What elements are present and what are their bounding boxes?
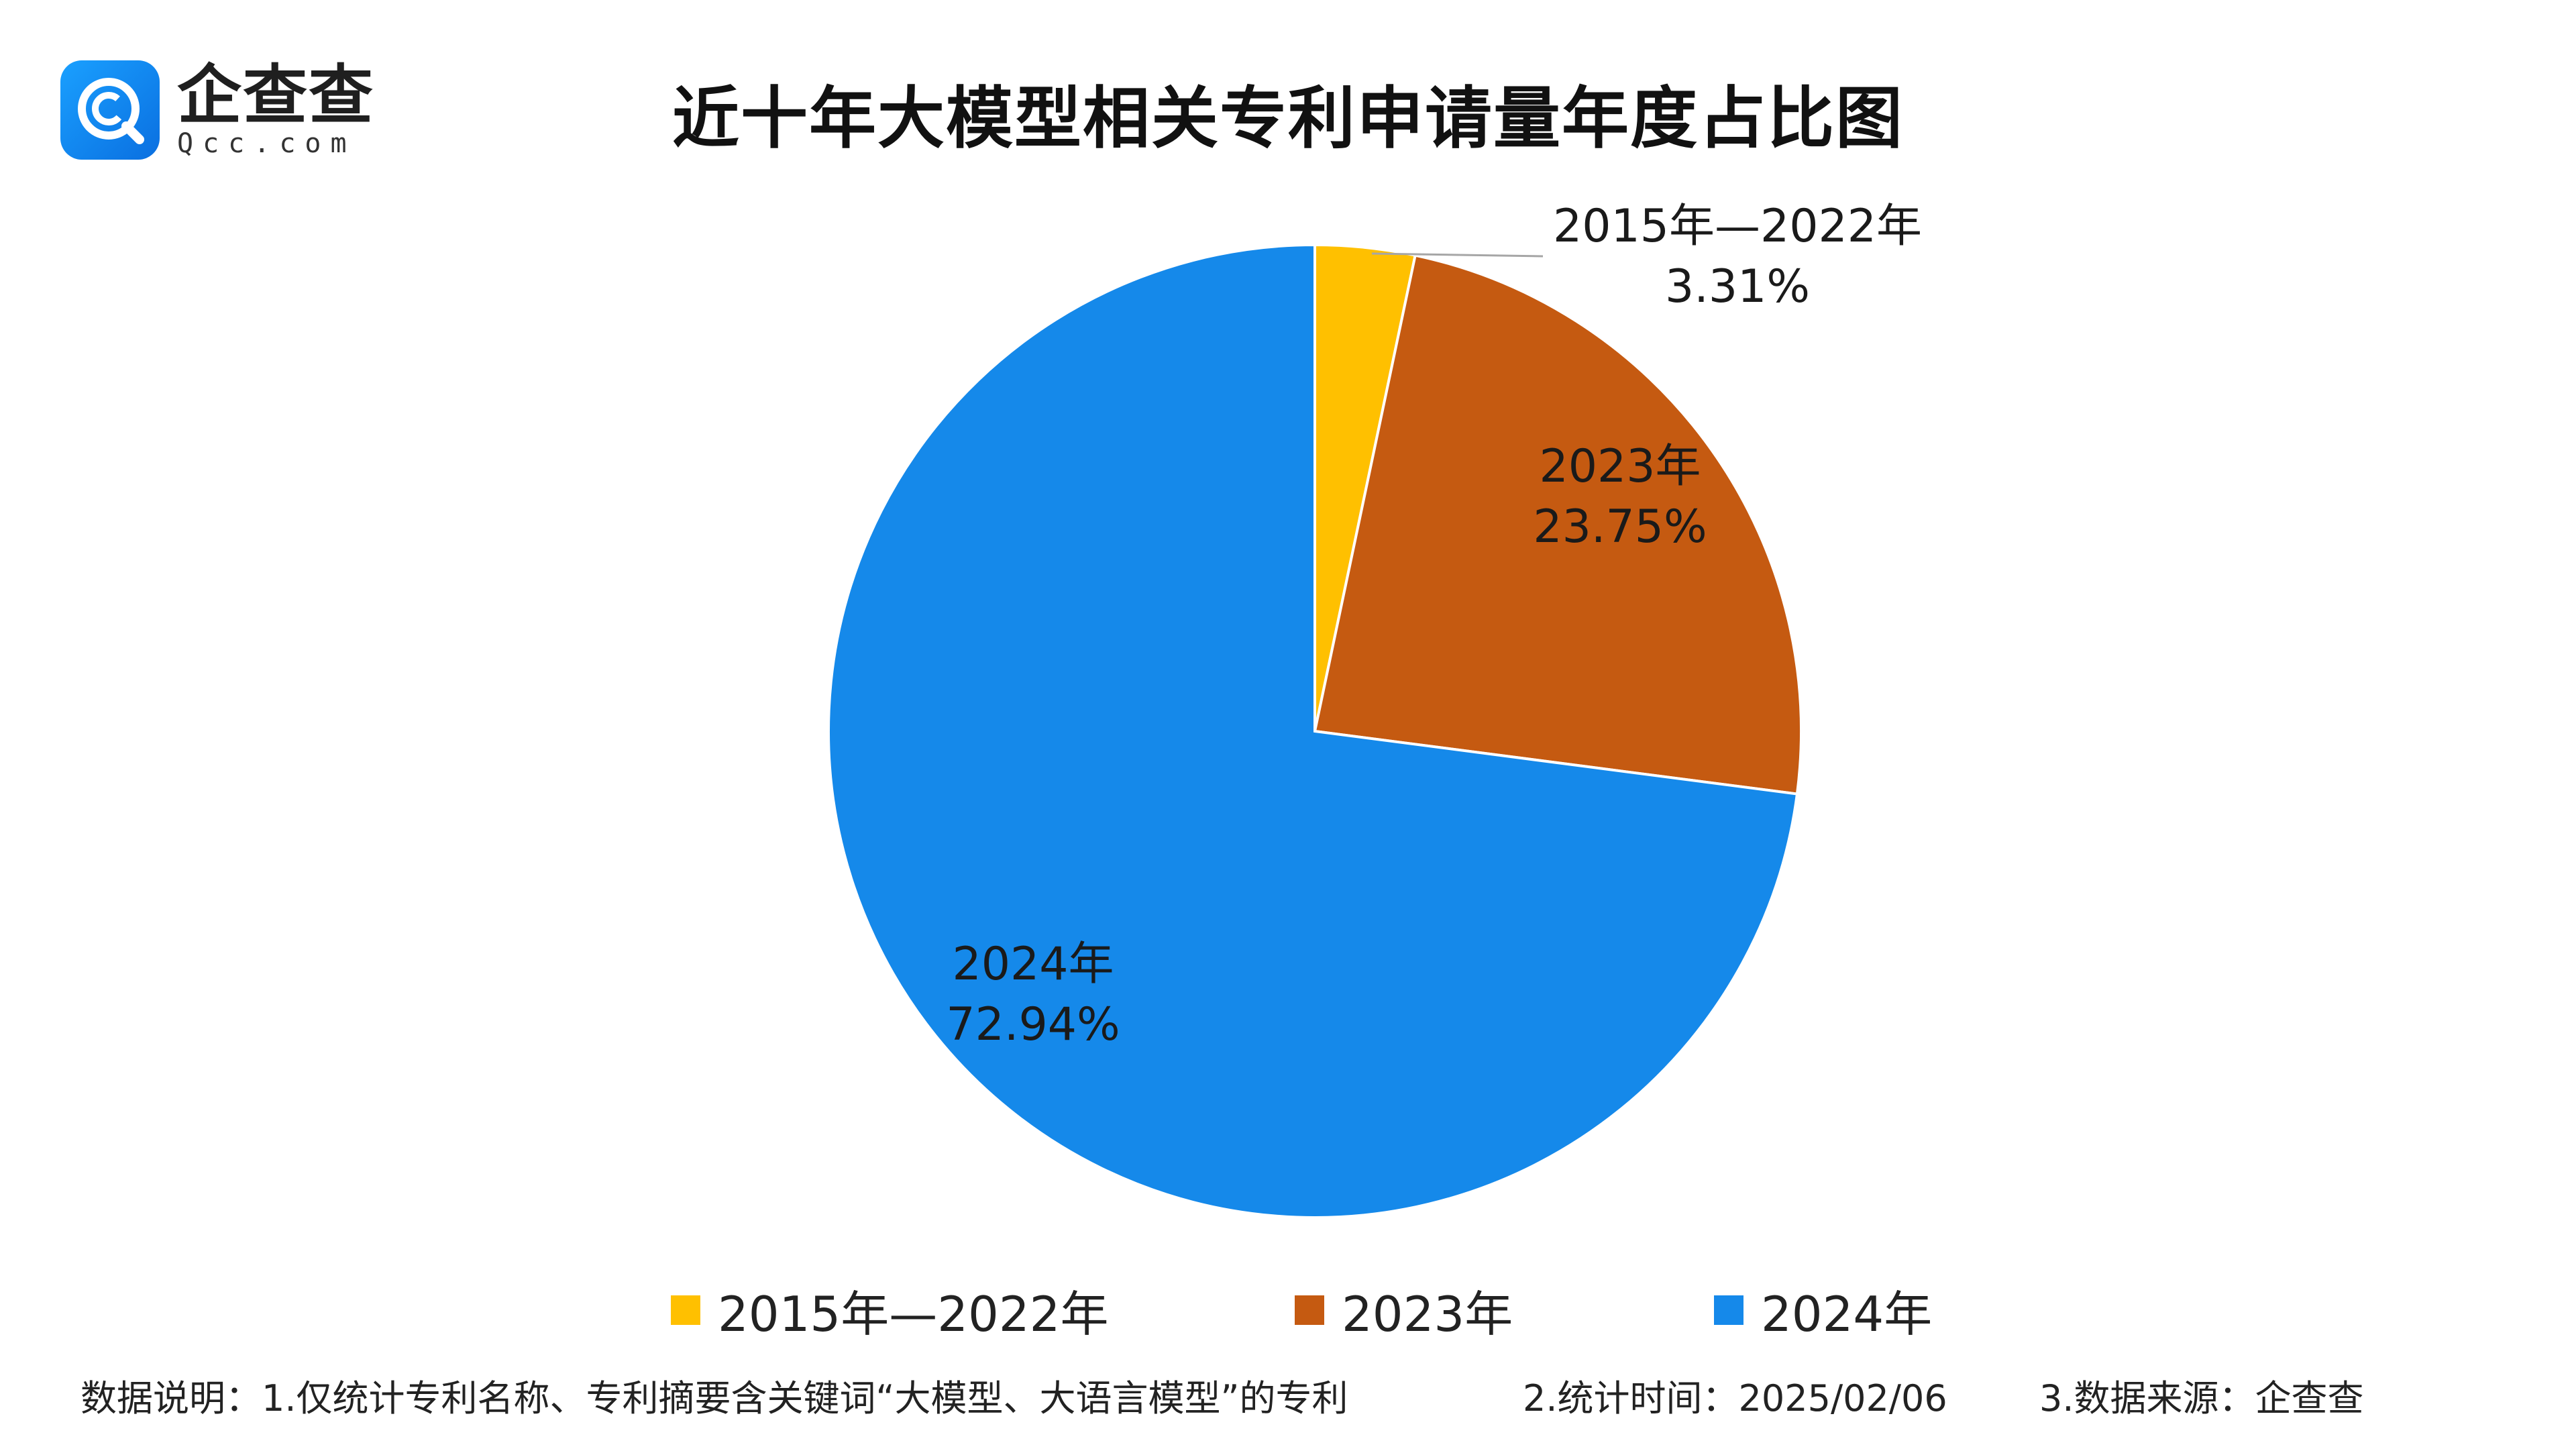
data-note-source: 3.数据来源：企查查 bbox=[2039, 1377, 2364, 1419]
slice-label-2023: 2023年 bbox=[1539, 440, 1701, 493]
logo-name: 企查查 bbox=[177, 58, 374, 133]
pie-slice-2024 bbox=[827, 243, 1799, 1219]
brand-logo: 企查查 Qcc.com bbox=[60, 60, 374, 160]
legend-label-2024: 2024年 bbox=[1761, 1286, 1933, 1342]
chart-title: 近十年大模型相关专利申请量年度占比图 bbox=[672, 79, 1904, 158]
leader-line-2015-2022 bbox=[1371, 252, 1544, 258]
slice-label-2015-2022: 2015年—2022年 bbox=[1553, 200, 1922, 253]
legend-swatch-2023 bbox=[1295, 1295, 1324, 1325]
legend-item-2023: 2023年 bbox=[1295, 1275, 1513, 1345]
data-note-date: 2.统计时间：2025/02/06 bbox=[1523, 1377, 1947, 1419]
qcc-logo-icon bbox=[60, 60, 160, 160]
legend-item-2024: 2024年 bbox=[1714, 1275, 1932, 1345]
slice-value-2023: 23.75% bbox=[1533, 500, 1707, 553]
legend-label-2023: 2023年 bbox=[1342, 1286, 1513, 1342]
legend-label-2015-2022: 2015年—2022年 bbox=[718, 1286, 1109, 1342]
slice-label-2024: 2024年 bbox=[952, 938, 1114, 991]
slice-value-2024: 72.94% bbox=[946, 998, 1120, 1051]
pie-slice-2023 bbox=[1313, 254, 1803, 796]
chart-legend: 2015年—2022年 2023年 2024年 bbox=[0, 1275, 2576, 1342]
slice-value-2015-2022: 3.31% bbox=[1665, 260, 1810, 313]
data-note-description: 数据说明：1.仅统计专利名称、专利摘要含关键词“大模型、大语言模型”的专利 bbox=[80, 1377, 1348, 1419]
legend-swatch-2015-2022 bbox=[671, 1295, 700, 1325]
legend-item-2015-2022: 2015年—2022年 bbox=[671, 1275, 1108, 1345]
legend-swatch-2024 bbox=[1714, 1295, 1743, 1325]
logo-domain: Qcc.com bbox=[177, 128, 356, 159]
